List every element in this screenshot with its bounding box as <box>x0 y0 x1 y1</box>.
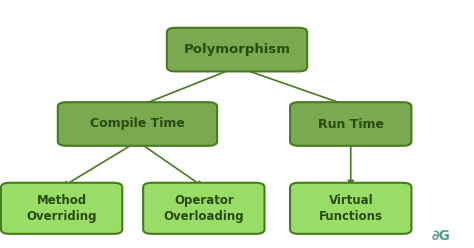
FancyBboxPatch shape <box>58 102 217 146</box>
Text: Polymorphism: Polymorphism <box>183 43 291 56</box>
FancyBboxPatch shape <box>167 28 307 71</box>
Text: Method
Overriding: Method Overriding <box>27 194 97 223</box>
Text: Compile Time: Compile Time <box>90 118 185 130</box>
Text: Virtual
Functions: Virtual Functions <box>319 194 383 223</box>
Text: Operator
Overloading: Operator Overloading <box>164 194 244 223</box>
FancyBboxPatch shape <box>290 102 411 146</box>
Text: ∂G: ∂G <box>431 229 450 243</box>
FancyBboxPatch shape <box>1 183 122 234</box>
Text: Run Time: Run Time <box>318 118 384 130</box>
FancyBboxPatch shape <box>143 183 264 234</box>
FancyBboxPatch shape <box>290 183 411 234</box>
